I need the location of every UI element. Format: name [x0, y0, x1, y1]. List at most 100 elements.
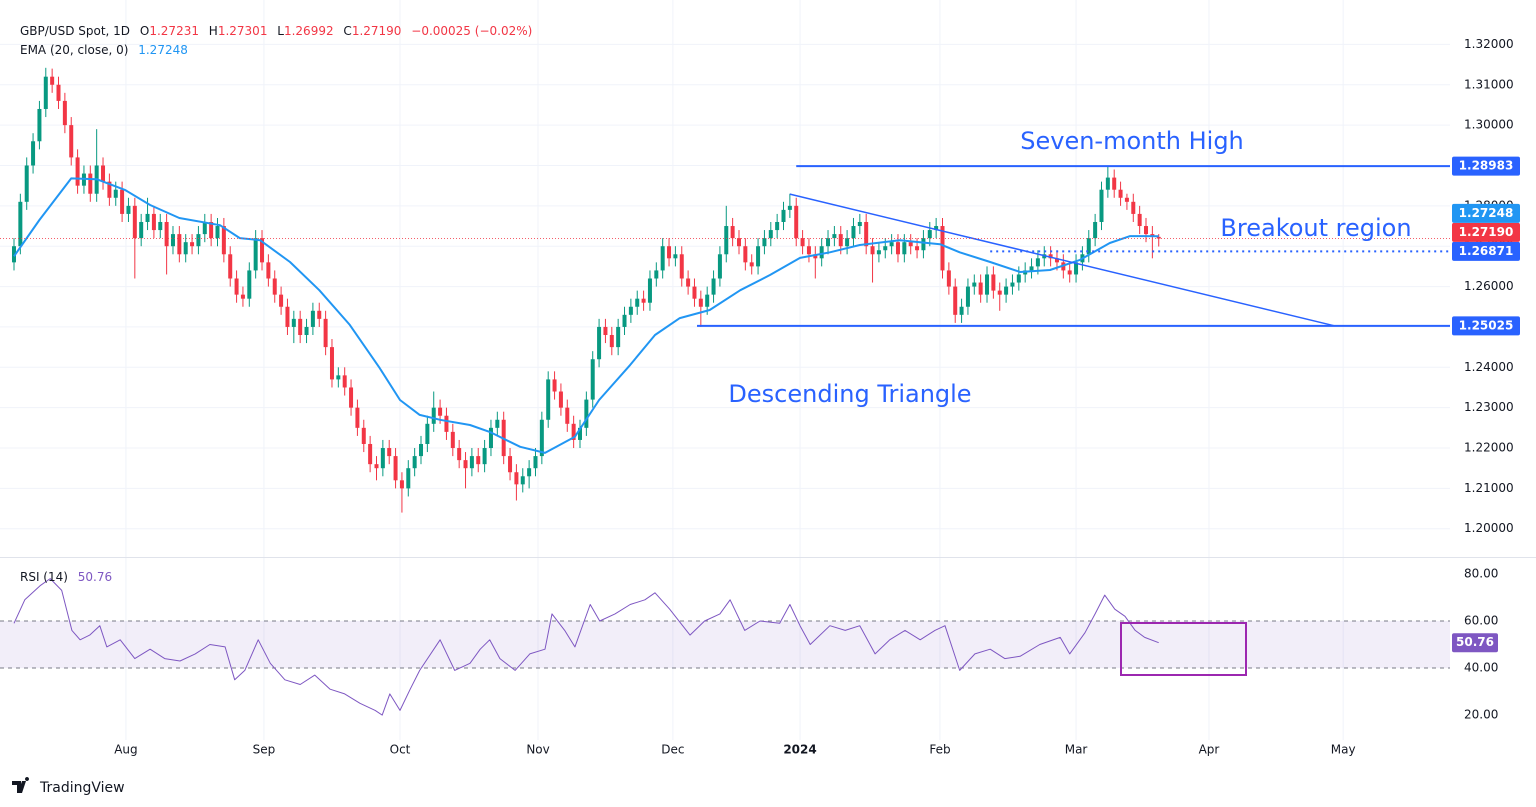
candle-body: [934, 226, 939, 231]
trend-line: [789, 193, 1336, 327]
candle-body: [228, 254, 233, 279]
candle-body: [329, 347, 334, 380]
candle-body: [88, 173, 93, 194]
candle-body: [1112, 177, 1117, 190]
candle-body: [794, 205, 799, 239]
candle-body: [349, 387, 354, 408]
candle-body: [1074, 262, 1079, 275]
logo-mark: [12, 777, 30, 793]
plot: [0, 67, 1450, 716]
candle-body: [667, 246, 672, 259]
rsi-tick-label: 80.00: [1464, 566, 1498, 580]
candle-body: [495, 419, 500, 428]
candle-body: [1054, 258, 1059, 263]
candle-body: [304, 326, 309, 336]
candle-body: [476, 456, 481, 465]
legend-label: H: [209, 24, 218, 38]
candle-body: [756, 246, 761, 267]
y-tick-label: 1.32000: [1464, 37, 1514, 51]
candle-body: [660, 246, 665, 271]
rsi-value-label: 50.76: [1456, 635, 1494, 649]
price-label: 1.28983: [1459, 159, 1514, 173]
y-tick-label: 1.30000: [1464, 118, 1514, 132]
price-label-box: [1452, 222, 1520, 242]
candle-body: [991, 274, 996, 291]
candle-body: [527, 468, 532, 477]
candle-body: [450, 431, 455, 449]
ema-legend: EMA (20, close, 0) 1.27248: [20, 43, 188, 57]
x-tick-label: Sep: [253, 743, 276, 757]
candle-body: [997, 290, 1002, 295]
candle-body: [781, 209, 786, 222]
candle-body: [520, 476, 525, 485]
candle-body: [253, 238, 258, 271]
rsi-band: [0, 620, 1450, 669]
candle-body: [1004, 286, 1009, 295]
candle-body: [406, 468, 411, 489]
candle-body: [940, 226, 945, 271]
candle-body: [1035, 258, 1040, 267]
price-label-box: [1452, 241, 1520, 261]
annotation: Seven-month High: [1020, 127, 1244, 155]
candle-body: [978, 282, 983, 295]
candle-body: [240, 294, 245, 299]
candle-body: [120, 189, 125, 214]
candle-body: [62, 100, 67, 126]
y-tick-label: 1.26000: [1464, 279, 1514, 293]
candle-body: [1086, 238, 1091, 255]
rsi-name: RSI (14): [20, 570, 68, 584]
legend-change: −0.00025 (−0.02%): [411, 24, 532, 38]
candle-body: [139, 221, 144, 239]
candle-body: [1124, 197, 1129, 202]
ema-value: 1.27248: [138, 43, 188, 57]
candle-body: [698, 298, 703, 307]
candle-body: [1010, 282, 1015, 287]
x-tick-label: May: [1331, 743, 1356, 757]
candle-body: [145, 213, 150, 222]
candle-body: [488, 427, 493, 449]
candle-body: [247, 270, 252, 299]
price-label: 1.27248: [1459, 206, 1514, 220]
rsi-value: 50.76: [78, 570, 112, 584]
candle-body: [832, 234, 837, 239]
candle-body: [819, 246, 824, 259]
candle-body: [298, 318, 303, 336]
candle-body: [37, 108, 42, 142]
x-tick-label: Oct: [390, 743, 411, 757]
candle-body: [985, 274, 990, 295]
x-tick-label: Apr: [1199, 743, 1220, 757]
candle-body: [800, 238, 805, 247]
candle-body: [635, 298, 640, 307]
ema-line: [13, 177, 1159, 454]
candle-body: [724, 226, 729, 255]
candle-body: [221, 226, 226, 255]
candle-body: [514, 472, 519, 485]
legend-label: O: [140, 24, 149, 38]
candle-body: [965, 286, 970, 307]
candle-body: [170, 234, 175, 247]
candle-body: [202, 221, 207, 235]
candle-body: [113, 189, 118, 198]
candle-body: [895, 242, 900, 255]
candle-body: [686, 278, 691, 287]
candle-body: [1099, 189, 1104, 222]
candle-body: [787, 205, 792, 210]
candle-body: [266, 262, 271, 279]
candle-body: [546, 379, 551, 420]
candle-body: [380, 448, 385, 469]
candle-body: [1029, 266, 1034, 271]
candle-body: [972, 282, 977, 287]
price-label: 1.25025: [1459, 318, 1514, 332]
candle-body: [323, 318, 328, 348]
candle-body: [870, 246, 875, 255]
candle-body: [158, 221, 163, 231]
brand-logo: TradingView: [12, 777, 125, 796]
candle-body: [457, 448, 462, 461]
candle-body: [743, 246, 748, 263]
price-label: 1.26871: [1459, 244, 1514, 258]
candle-body: [768, 230, 773, 239]
candle-body: [571, 423, 576, 440]
candle-body: [361, 427, 366, 444]
candle-body: [851, 226, 856, 239]
candle-body: [126, 205, 131, 214]
